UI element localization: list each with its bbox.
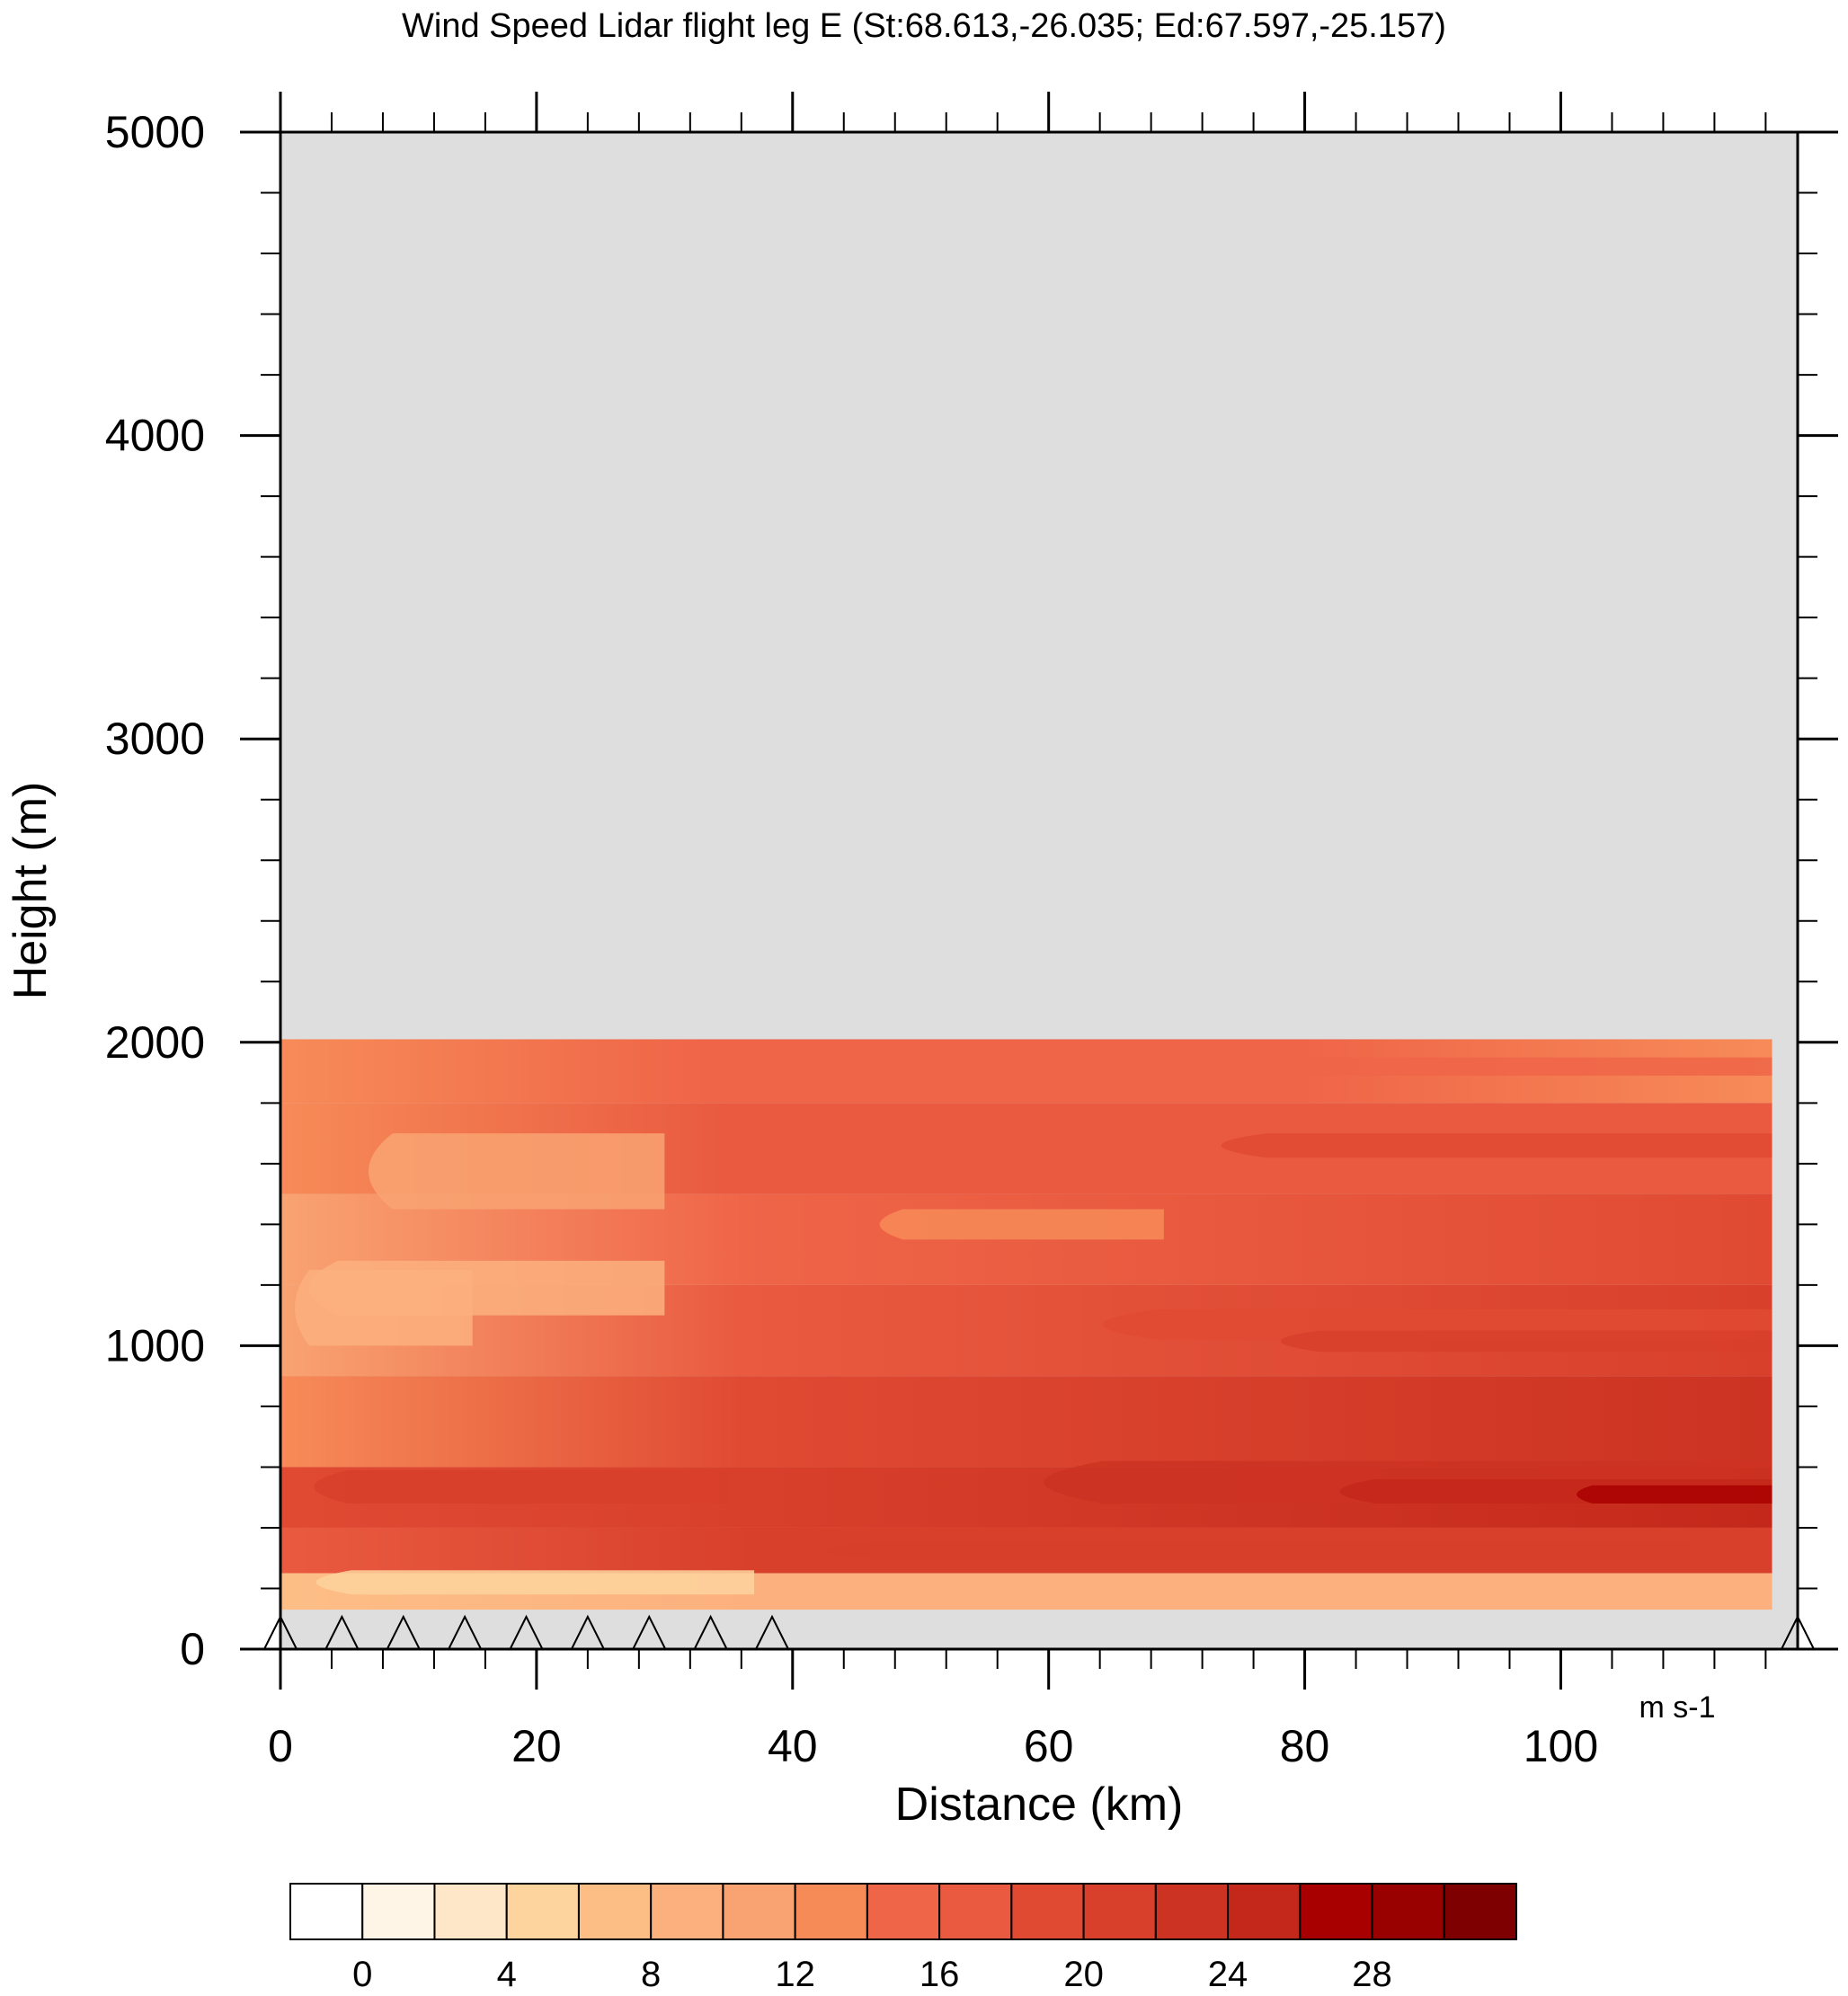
- colorbar-swatch: [361, 1883, 436, 1940]
- colorbar-units: m s-1: [1639, 1690, 1716, 1725]
- colorbar-swatch: [650, 1883, 724, 1940]
- terrain-marker: [386, 1614, 421, 1650]
- colorbar-label: 20: [1063, 1955, 1104, 1994]
- x-tick-label: 40: [768, 1721, 818, 1771]
- colorbar-label: 12: [775, 1955, 815, 1994]
- field-lobe: [1221, 1133, 1772, 1158]
- plot-frame: [279, 130, 1799, 1651]
- colorbar-swatch: [794, 1883, 868, 1940]
- terrain-marker: [570, 1614, 605, 1650]
- y-axis-ticks: 0 1000 2000 3000 4000 5000: [105, 107, 1838, 1674]
- colorbar-label: 0: [352, 1955, 372, 1994]
- x-axis-label: Distance (km): [895, 1779, 1184, 1831]
- y-tick-label: 4000: [105, 411, 205, 461]
- field-lobe: [315, 1570, 755, 1595]
- colorbar-swatch: [1371, 1883, 1445, 1940]
- colorbar-label: 8: [641, 1955, 661, 1994]
- field-lobe: [1280, 1330, 1772, 1353]
- colorbar-swatch: [866, 1883, 941, 1940]
- x-axis-ticks: 0 20 40 60 80 100: [268, 92, 1767, 1771]
- colorbar-swatch: [938, 1883, 1013, 1940]
- colorbar-swatch: [505, 1883, 580, 1940]
- y-axis-label: Height (m): [4, 782, 57, 1000]
- x-tick-label: 60: [1024, 1721, 1074, 1771]
- colorbar-swatch: [433, 1883, 508, 1940]
- field-lobe: [879, 1209, 1164, 1240]
- terrain-marker: [632, 1614, 667, 1650]
- colorbar-label: 4: [497, 1955, 517, 1994]
- x-tick-label: 20: [511, 1721, 562, 1771]
- chart-title: Wind Speed Lidar flight leg E (St:68.613…: [402, 7, 1446, 45]
- colorbar-swatch: [1154, 1883, 1230, 1940]
- colorbar-swatch: [722, 1883, 796, 1940]
- terrain-marker: [693, 1614, 728, 1650]
- field-band: [280, 1376, 1772, 1468]
- colorbar-swatch: [1227, 1883, 1302, 1940]
- terrain-marker: [448, 1614, 483, 1650]
- y-tick-label: 0: [180, 1624, 205, 1674]
- colorbar: 0 4 8 12 16 20 24 28: [289, 1883, 1517, 1994]
- terrain-marker: [755, 1614, 789, 1650]
- colorbar-swatch: [1299, 1883, 1373, 1940]
- terrain-marker: [324, 1614, 360, 1650]
- field-lobe: [1577, 1485, 1772, 1504]
- colorbar-label: 28: [1352, 1955, 1392, 1994]
- y-tick-label: 1000: [105, 1320, 205, 1371]
- y-tick-label: 3000: [105, 714, 205, 764]
- x-tick-label: 0: [268, 1721, 293, 1771]
- x-tick-label: 80: [1280, 1721, 1330, 1771]
- colorbar-swatch: [1443, 1883, 1517, 1940]
- field-lobe: [295, 1270, 473, 1346]
- colorbar-swatch: [289, 1883, 364, 1940]
- terrain-marker: [509, 1614, 544, 1650]
- colorbar-label: 16: [920, 1955, 960, 1994]
- colorbar-swatch: [577, 1883, 653, 1940]
- field-lobe: [368, 1133, 665, 1210]
- y-tick-label: 5000: [105, 107, 205, 157]
- field-lobe: [314, 1469, 729, 1504]
- x-tick-label: 100: [1524, 1721, 1598, 1771]
- y-tick-label: 2000: [105, 1017, 205, 1068]
- field-lobe: [824, 1539, 1689, 1562]
- colorbar-label: 24: [1208, 1955, 1248, 1994]
- colorbar-swatch: [1010, 1883, 1085, 1940]
- field-lobe: [866, 1057, 1772, 1076]
- colorbar-swatch: [1082, 1883, 1157, 1940]
- wind-speed-detail: [295, 1057, 1772, 1595]
